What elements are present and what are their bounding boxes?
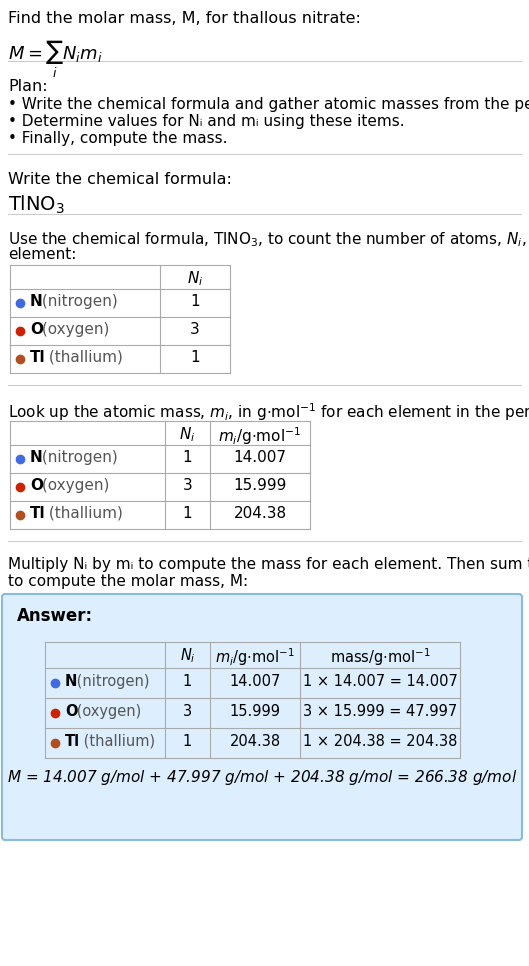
Text: N: N	[30, 294, 43, 309]
Text: (thallium): (thallium)	[44, 350, 123, 365]
Text: • Finally, compute the mass.: • Finally, compute the mass.	[8, 131, 227, 146]
Text: element:: element:	[8, 247, 76, 262]
Text: 3: 3	[183, 704, 192, 719]
Text: Look up the atomic mass, $m_i$, in g$\cdot$mol$^{-1}$ for each element in the pe: Look up the atomic mass, $m_i$, in g$\cd…	[8, 401, 529, 423]
Text: (oxygen): (oxygen)	[72, 704, 141, 719]
Text: • Determine values for Nᵢ and mᵢ using these items.: • Determine values for Nᵢ and mᵢ using t…	[8, 114, 405, 129]
Text: • Write the chemical formula and gather atomic masses from the periodic table.: • Write the chemical formula and gather …	[8, 97, 529, 112]
Text: Tl: Tl	[30, 506, 45, 521]
Text: 1: 1	[183, 450, 193, 465]
Text: (oxygen): (oxygen)	[37, 478, 110, 493]
Text: Answer:: Answer:	[17, 607, 93, 625]
FancyBboxPatch shape	[2, 594, 522, 840]
Text: 14.007: 14.007	[233, 450, 287, 465]
Text: 1 × 14.007 = 14.007: 1 × 14.007 = 14.007	[303, 674, 458, 689]
Text: Plan:: Plan:	[8, 79, 48, 94]
Text: 15.999: 15.999	[233, 478, 287, 493]
Text: (nitrogen): (nitrogen)	[72, 674, 150, 689]
Text: $N_i$: $N_i$	[179, 425, 196, 443]
Text: (thallium): (thallium)	[44, 506, 123, 521]
Text: Use the chemical formula, $\mathrm{TlNO_3}$, to count the number of atoms, $N_i$: Use the chemical formula, $\mathrm{TlNO_…	[8, 230, 529, 248]
Text: $N_i$: $N_i$	[187, 269, 203, 288]
Text: 1: 1	[190, 350, 200, 365]
Text: $M$ = 14.007 g/mol + 47.997 g/mol + 204.38 g/mol = 266.38 g/mol: $M$ = 14.007 g/mol + 47.997 g/mol + 204.…	[7, 768, 517, 787]
Text: 3: 3	[183, 478, 193, 493]
Text: O: O	[30, 478, 43, 493]
Text: mass/g$\cdot$mol$^{-1}$: mass/g$\cdot$mol$^{-1}$	[330, 646, 431, 668]
Text: (thallium): (thallium)	[79, 734, 155, 749]
Text: 14.007: 14.007	[229, 674, 281, 689]
Text: 1: 1	[190, 294, 200, 309]
Text: 1: 1	[183, 506, 193, 521]
Text: 204.38: 204.38	[230, 734, 280, 749]
Text: N: N	[65, 674, 77, 689]
Text: 15.999: 15.999	[230, 704, 280, 719]
Text: $M = \sum_i N_i m_i$: $M = \sum_i N_i m_i$	[8, 39, 103, 80]
Text: Write the chemical formula:: Write the chemical formula:	[8, 172, 232, 187]
Text: Find the molar mass, M, for thallous nitrate:: Find the molar mass, M, for thallous nit…	[8, 11, 361, 26]
Text: to compute the molar mass, M:: to compute the molar mass, M:	[8, 574, 248, 589]
Text: O: O	[65, 704, 78, 719]
Text: O: O	[30, 322, 43, 337]
Text: 3: 3	[190, 322, 200, 337]
Text: Multiply Nᵢ by mᵢ to compute the mass for each element. Then sum those values: Multiply Nᵢ by mᵢ to compute the mass fo…	[8, 557, 529, 572]
Text: $N_i$: $N_i$	[180, 646, 195, 665]
Text: $m_i$/g$\cdot$mol$^{-1}$: $m_i$/g$\cdot$mol$^{-1}$	[215, 646, 295, 668]
Text: $\mathrm{TlNO_3}$: $\mathrm{TlNO_3}$	[8, 194, 65, 216]
Text: 1: 1	[183, 734, 192, 749]
Text: $m_i$/g$\cdot$mol$^{-1}$: $m_i$/g$\cdot$mol$^{-1}$	[218, 425, 302, 446]
Text: 3 × 15.999 = 47.997: 3 × 15.999 = 47.997	[303, 704, 457, 719]
Text: 204.38: 204.38	[233, 506, 287, 521]
Text: N: N	[30, 450, 43, 465]
Text: Tl: Tl	[30, 350, 45, 365]
Text: (nitrogen): (nitrogen)	[37, 450, 118, 465]
Text: Tl: Tl	[65, 734, 80, 749]
Text: (oxygen): (oxygen)	[37, 322, 110, 337]
Text: (nitrogen): (nitrogen)	[37, 294, 118, 309]
Text: 1 × 204.38 = 204.38: 1 × 204.38 = 204.38	[303, 734, 457, 749]
Text: 1: 1	[183, 674, 192, 689]
